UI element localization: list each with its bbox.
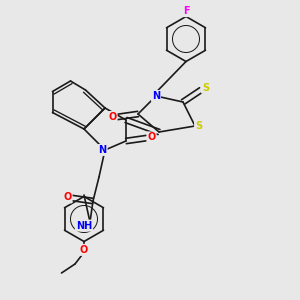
Text: S: S [202, 82, 209, 93]
Text: F: F [183, 6, 189, 16]
Text: O: O [147, 132, 156, 142]
Text: S: S [195, 121, 202, 131]
Text: O: O [63, 192, 72, 203]
Text: N: N [152, 91, 160, 101]
Text: NH: NH [76, 220, 92, 231]
Text: N: N [98, 145, 107, 155]
Text: O: O [80, 245, 88, 255]
Text: O: O [108, 112, 117, 122]
